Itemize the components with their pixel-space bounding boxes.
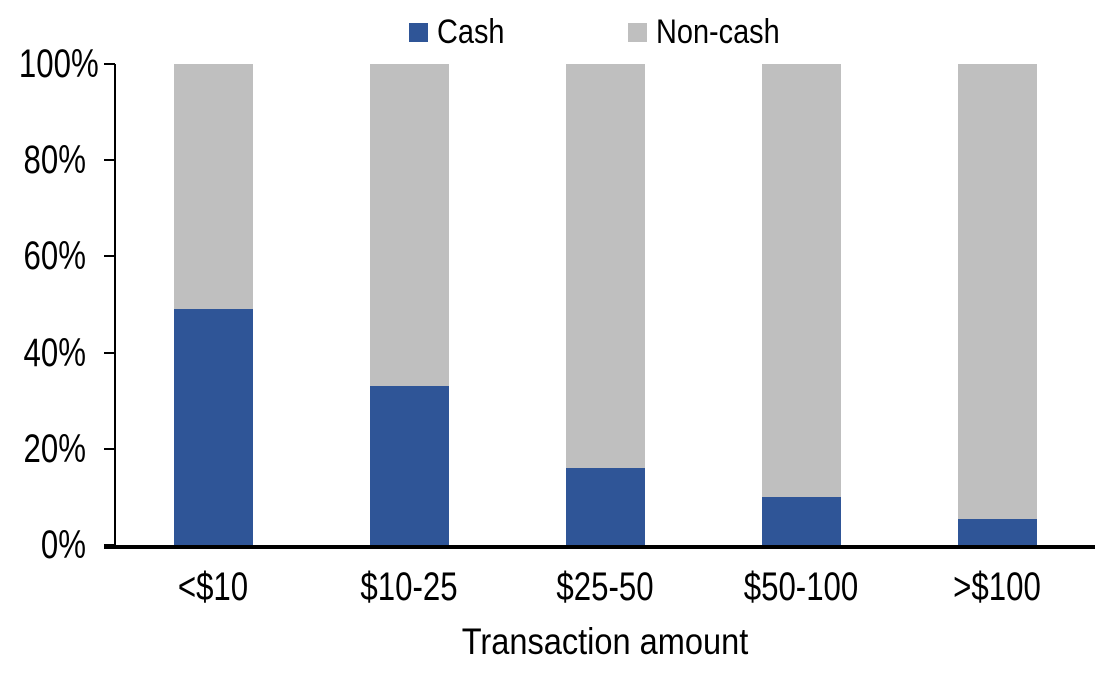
legend-swatch-cash <box>408 22 428 42</box>
bar-segment-cash <box>761 496 841 545</box>
y-tick-label: 60% <box>23 234 87 279</box>
bar-stack <box>565 64 645 545</box>
x-axis-labels: <$10 $10-25 $25-50 $50-100 >$100 <box>115 566 1095 608</box>
bar-segment-cash <box>957 518 1037 545</box>
bar-stack <box>761 64 841 545</box>
bar-group <box>899 64 1095 545</box>
bars <box>115 64 1095 545</box>
x-axis-line <box>104 545 1095 549</box>
legend-label-cash: Cash <box>436 13 505 51</box>
y-axis-line <box>114 64 116 547</box>
bar-segment-cash <box>369 386 449 545</box>
legend-swatch-noncash <box>627 22 647 42</box>
bar-segment-cash <box>565 468 645 545</box>
legend-item-noncash: Non-cash <box>627 13 802 51</box>
y-tick <box>104 159 115 162</box>
y-tick <box>104 447 115 450</box>
y-tick-label: 20% <box>23 426 87 471</box>
bar-segment-cash <box>173 309 253 545</box>
bar-segment-non-cash <box>173 64 253 310</box>
y-tick <box>104 351 115 354</box>
bar-segment-non-cash <box>369 64 449 387</box>
legend-label-noncash: Non-cash <box>655 13 780 51</box>
bar-stack <box>957 64 1037 545</box>
x-tick-label: $10-25 <box>360 565 458 609</box>
bar-group <box>311 64 507 545</box>
bar-stack <box>369 64 449 545</box>
bar-group <box>703 64 899 545</box>
y-tick <box>104 255 115 258</box>
y-tick-label: 100% <box>18 42 99 86</box>
x-tick-label: $50-100 <box>743 565 859 609</box>
y-tick-label: 40% <box>23 330 87 375</box>
bar-segment-non-cash <box>565 64 645 469</box>
bar-segment-non-cash <box>761 64 841 497</box>
x-tick-label: >$100 <box>953 565 1041 609</box>
bar-group <box>507 64 703 545</box>
x-axis-title: Transaction amount <box>461 621 749 662</box>
y-tick-label: 0% <box>40 523 86 567</box>
bar-segment-non-cash <box>957 64 1037 519</box>
bar-group <box>115 64 311 545</box>
bar-stack <box>173 64 253 545</box>
y-tick-label: 80% <box>23 138 87 183</box>
x-tick-label: <$10 <box>177 565 249 609</box>
legend: Cash Non-cash <box>115 13 1095 51</box>
x-tick-label: $25-50 <box>556 565 654 609</box>
legend-item-cash: Cash <box>408 13 516 51</box>
y-tick <box>104 63 115 65</box>
